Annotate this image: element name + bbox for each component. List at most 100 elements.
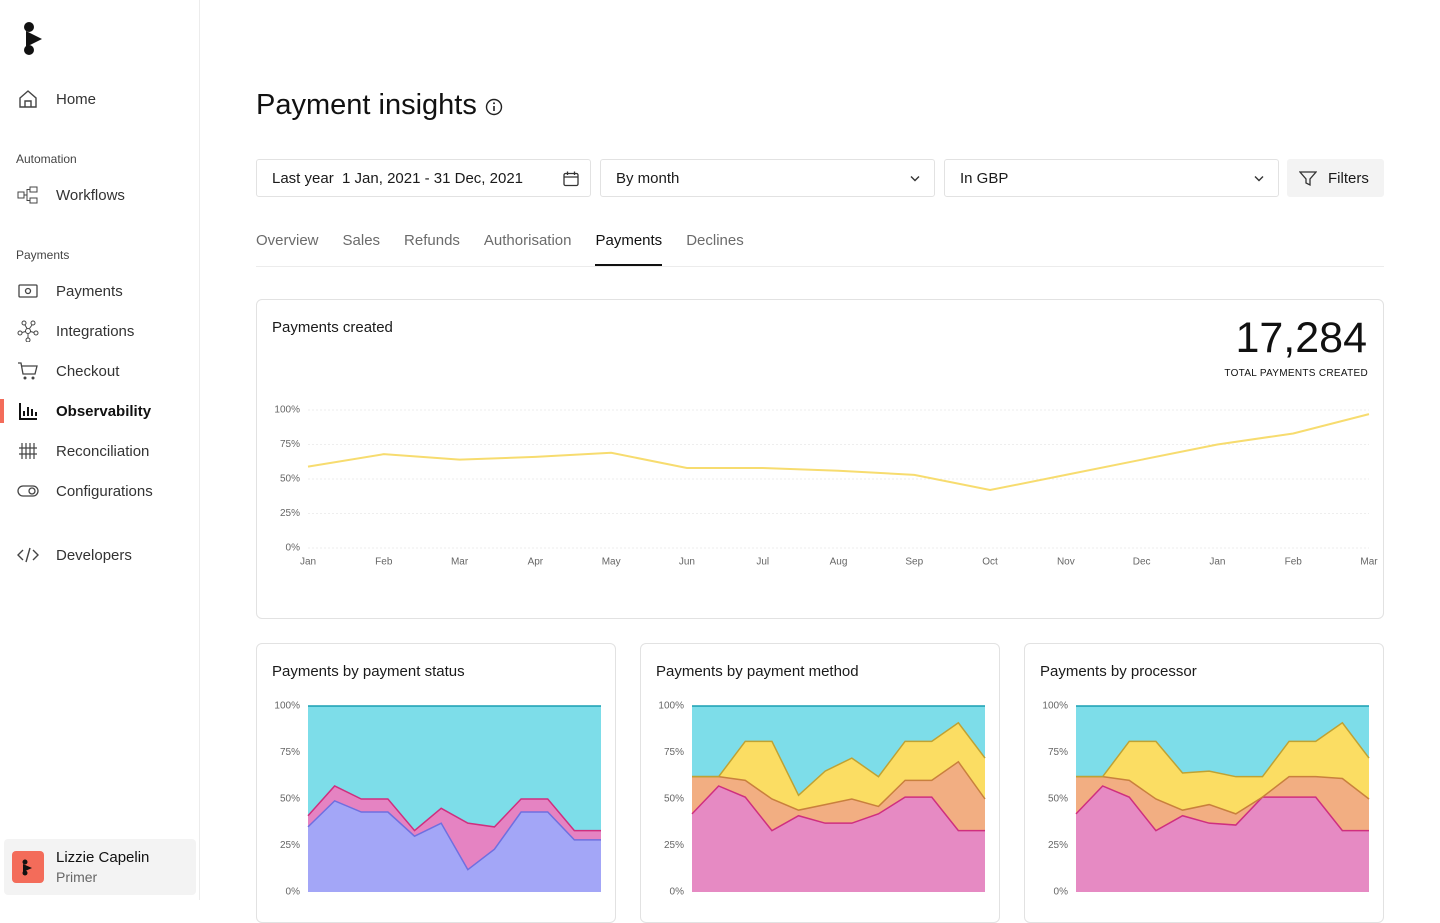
x-tick-label: Feb xyxy=(1285,557,1303,568)
area xyxy=(692,722,985,811)
x-tick-label: Sep xyxy=(905,557,923,568)
kpi-value: 17,284 xyxy=(1235,314,1367,362)
area xyxy=(1076,785,1369,892)
area-edge xyxy=(307,785,601,832)
icon xyxy=(18,362,38,380)
y-tick-label: 25% xyxy=(1048,840,1068,851)
user-name: Lizzie Capelin xyxy=(56,849,150,866)
avatar xyxy=(12,851,44,883)
area-edge xyxy=(692,721,986,797)
chart-card: 0% 25% 50% 75% 100% Payments by payment meth… xyxy=(640,643,1000,923)
y-tick-label: 100% xyxy=(658,701,684,712)
tab[interactable]: Sales xyxy=(342,232,381,249)
chart-title: Payments by payment status xyxy=(272,663,465,680)
y-tick-label: 25% xyxy=(280,840,300,851)
tab[interactable]: Payments xyxy=(595,228,663,266)
y-tick-label: 0% xyxy=(286,887,301,898)
chart-card: 0% 25% 50% 75% 100% Jan Feb Mar Apr May Jun Jul Aug S… xyxy=(256,299,1384,619)
nav-item[interactable]: Checkout xyxy=(0,353,199,389)
icon xyxy=(17,485,39,497)
icon xyxy=(17,320,39,342)
area xyxy=(1076,706,1369,777)
icon xyxy=(19,403,37,420)
grouping-select[interactable]: By month xyxy=(600,159,935,197)
icon xyxy=(18,284,38,298)
info-icon[interactable] xyxy=(485,98,503,116)
nav-developers[interactable]: Developers xyxy=(0,537,199,573)
chart: 0% 25% 50% 75% 100% xyxy=(274,701,601,898)
y-tick-label: 0% xyxy=(1054,887,1069,898)
x-tick-label: May xyxy=(602,557,621,568)
tabs: Overview Sales Refunds Authorisation Payment… xyxy=(256,228,1384,267)
icon xyxy=(19,90,37,108)
y-tick-label: 50% xyxy=(280,794,300,805)
tab[interactable]: Refunds xyxy=(404,232,460,249)
nav-label: Developers xyxy=(56,546,132,564)
nav-item[interactable]: Configurations xyxy=(0,473,199,509)
filters-button[interactable]: Filters xyxy=(1287,159,1384,197)
date-preset: Last year xyxy=(272,169,334,187)
chevron xyxy=(910,176,920,182)
tab[interactable]: Authorisation xyxy=(483,232,572,249)
section-title: Payments xyxy=(16,248,70,262)
nav-item[interactable]: Observability xyxy=(0,393,199,429)
area xyxy=(692,706,985,796)
nav-home[interactable]: Home xyxy=(0,81,199,117)
chart: 0% 25% 50% 75% 100% xyxy=(1042,701,1370,898)
y-tick-label: 50% xyxy=(280,474,300,485)
page: Home Automation Workflows Payments Payme… xyxy=(0,0,1384,923)
section-title: Automation xyxy=(16,152,77,166)
chart-title: Payments created xyxy=(272,319,393,336)
chart: 0% 25% 50% 75% 100% xyxy=(658,701,986,898)
currency-select[interactable]: In GBP xyxy=(944,159,1279,197)
y-tick-label: 0% xyxy=(670,887,685,898)
x-tick-label: Aug xyxy=(830,557,848,568)
y-tick-label: 75% xyxy=(280,747,300,758)
chart-card: 0% 25% 50% 75% 100% Payments by processor xyxy=(1024,643,1384,923)
x-tick-label: Apr xyxy=(528,557,544,568)
kpi-caption: TOTAL PAYMENTS CREATED xyxy=(1224,368,1368,379)
y-tick-label: 25% xyxy=(280,508,300,519)
area-edge xyxy=(1076,721,1370,778)
y-tick-label: 100% xyxy=(274,701,300,712)
chart: 0% 25% 50% 75% 100% Jan Feb Mar Apr May Jun Jul Aug S… xyxy=(274,405,1378,568)
nav-item[interactable]: Workflows xyxy=(0,177,199,213)
area-edge xyxy=(307,799,601,871)
area-edge xyxy=(692,760,986,811)
user-card[interactable]: Lizzie Capelin Primer xyxy=(4,839,196,895)
area-edge xyxy=(1076,775,1370,815)
nav-item[interactable]: Reconciliation xyxy=(0,433,199,469)
line xyxy=(307,413,1370,492)
nav-item[interactable]: Payments xyxy=(0,273,199,309)
logo xyxy=(24,22,42,55)
area xyxy=(692,785,985,892)
filters-label: Filters xyxy=(1328,169,1369,187)
chart-card: 0% 25% 50% 75% 100% Payments by payment stat… xyxy=(256,643,616,923)
sidebar: Home Automation Workflows Payments Payme… xyxy=(0,0,200,900)
tab[interactable]: Declines xyxy=(686,232,744,249)
y-tick-label: 75% xyxy=(1048,747,1068,758)
y-tick-label: 50% xyxy=(1048,794,1068,805)
nav-label: Reconciliation xyxy=(56,442,150,460)
y-tick-label: 100% xyxy=(274,405,300,416)
y-tick-label: 25% xyxy=(664,840,684,851)
area-edge xyxy=(691,785,985,832)
area xyxy=(692,761,985,831)
x-tick-label: Jun xyxy=(679,557,695,568)
y-tick-label: 75% xyxy=(664,747,684,758)
grouping: By month xyxy=(616,169,680,187)
date-picker[interactable]: Last year 1 Jan, 2021 - 31 Dec, 2021 xyxy=(256,159,591,197)
chart-title: Payments by payment method xyxy=(656,663,859,680)
filter-icon xyxy=(1299,171,1317,187)
x-tick-label: Nov xyxy=(1057,557,1075,568)
area xyxy=(308,785,601,870)
icon xyxy=(17,547,39,563)
area xyxy=(308,706,601,831)
date-range: 1 Jan, 2021 - 31 Dec, 2021 xyxy=(342,169,524,187)
y-tick-label: 50% xyxy=(664,794,684,805)
nav-label: Workflows xyxy=(56,186,125,204)
nav-label: Configurations xyxy=(56,482,153,500)
tab[interactable]: Overview xyxy=(256,232,319,249)
y-tick-label: 100% xyxy=(1042,701,1068,712)
nav-item[interactable]: Integrations xyxy=(0,313,199,349)
